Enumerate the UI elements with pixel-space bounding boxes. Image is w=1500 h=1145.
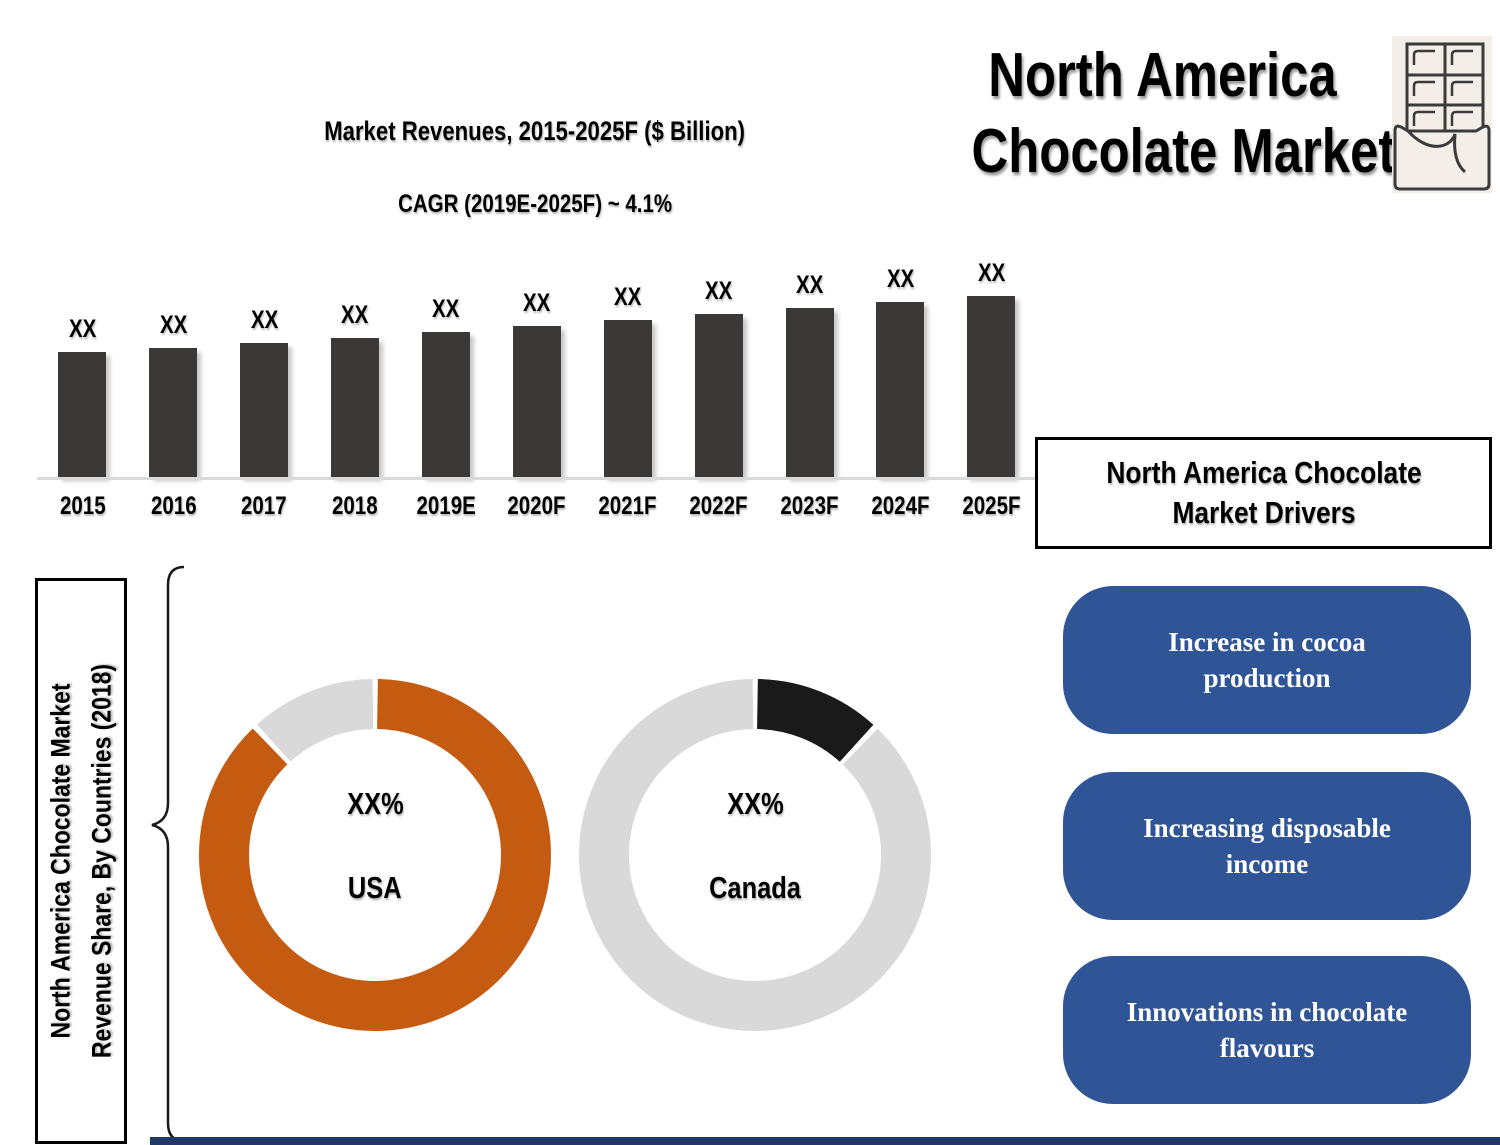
bar-year-label: 2020F bbox=[507, 492, 566, 520]
bar bbox=[603, 320, 652, 477]
bar bbox=[694, 314, 743, 477]
bar-year-label: 2022F bbox=[689, 492, 748, 520]
bar-year-label: 2016 bbox=[150, 492, 197, 520]
bar-column: XX bbox=[128, 311, 219, 477]
drivers-header-text: North America Chocolate Market Drivers bbox=[1105, 454, 1422, 530]
bar-year-label: 2023F bbox=[780, 492, 839, 520]
driver-box-label: Increase in cocoa production bbox=[1168, 626, 1366, 693]
bar bbox=[785, 308, 834, 477]
bar-chart-axis bbox=[37, 477, 1037, 480]
bar-year-label: 2024F bbox=[871, 492, 930, 520]
bar-year-label: 2019E bbox=[416, 492, 476, 520]
page-title-line2: Chocolate Market bbox=[971, 116, 1396, 186]
share-section-label: North America Chocolate Market Revenue S… bbox=[45, 663, 117, 1059]
bar-value-label: XX bbox=[614, 283, 642, 311]
bar-column: XX bbox=[219, 306, 310, 477]
bar-chart: XX XX XX XX XX XX XX XX XX XX XX bbox=[37, 257, 1037, 477]
driver-box-chocolate-flavours: Innovations in chocolate flavours bbox=[1063, 956, 1471, 1104]
donut-usa-value: XX% bbox=[346, 786, 404, 821]
bar-year-label: 2018 bbox=[332, 492, 378, 520]
donut-canada-country: Canada bbox=[709, 870, 801, 905]
bar bbox=[876, 302, 925, 477]
bar bbox=[422, 332, 470, 477]
bar bbox=[58, 352, 107, 477]
page-title-line1: North America bbox=[988, 41, 1337, 110]
driver-box-disposable-income: Increasing disposable income bbox=[1063, 772, 1471, 920]
bar-column: XX bbox=[491, 289, 582, 477]
share-section-label-box: North America Chocolate Market Revenue S… bbox=[35, 578, 127, 1144]
bar-year-label: 2017 bbox=[241, 492, 288, 520]
drivers-header-box: North America Chocolate Market Drivers bbox=[1035, 437, 1492, 549]
bar-value-label: XX bbox=[705, 277, 733, 305]
donut-chart-usa bbox=[199, 679, 551, 1031]
bottom-accent-strip bbox=[150, 1137, 1500, 1145]
bar bbox=[149, 348, 198, 477]
bar-value-label: XX bbox=[68, 315, 97, 343]
driver-box-label: Innovations in chocolate flavours bbox=[1126, 996, 1408, 1063]
bar-value-label: XX bbox=[250, 306, 278, 334]
bar-chart-year-labels: 2015 2016 2017 2018 2019E 2020F 2021F 2022F 2023… bbox=[37, 492, 1037, 521]
section-brace bbox=[151, 565, 185, 1143]
bar-column: XX bbox=[855, 265, 946, 477]
bar-value-label: XX bbox=[159, 311, 188, 339]
bar-column: XX bbox=[673, 277, 764, 477]
bar-column: XX bbox=[764, 271, 855, 477]
donut-usa-country: USA bbox=[348, 870, 402, 905]
bar-chart-cagr-subtitle: CAGR (2019E-2025F) ~ 4.1% bbox=[397, 190, 673, 218]
donut-chart-canada bbox=[579, 679, 931, 1031]
donut-segment-remainder bbox=[579, 679, 931, 1031]
bar-column: XX bbox=[946, 259, 1037, 477]
bar-column: XX bbox=[37, 315, 128, 477]
chocolate-bar-icon bbox=[1392, 36, 1492, 193]
page-title: North America Chocolate Market bbox=[925, 38, 1400, 189]
bar-value-label: XX bbox=[341, 301, 369, 329]
bar bbox=[331, 338, 380, 477]
bar-value-label: XX bbox=[977, 259, 1006, 287]
bar-year-label: 2015 bbox=[59, 492, 106, 520]
bar bbox=[512, 326, 561, 477]
bar-chart-title: Market Revenues, 2015-2025F ($ Billion) bbox=[324, 116, 746, 146]
bar-value-label: XX bbox=[886, 265, 915, 293]
donut-segment-usa bbox=[199, 679, 551, 1031]
bar-column: XX bbox=[582, 283, 673, 477]
bar-column: XX bbox=[401, 295, 492, 477]
donut-canada-value: XX% bbox=[726, 786, 784, 821]
bar-year-label: 2025F bbox=[962, 492, 1021, 520]
bar bbox=[240, 343, 289, 477]
driver-box-cocoa-production: Increase in cocoa production bbox=[1063, 586, 1471, 734]
bar-value-label: XX bbox=[523, 289, 551, 317]
driver-box-label: Increasing disposable income bbox=[1143, 812, 1391, 879]
bar-column: XX bbox=[310, 301, 401, 477]
bar-year-label: 2021F bbox=[598, 492, 657, 520]
bar-value-label: XX bbox=[795, 271, 824, 299]
bar bbox=[967, 296, 1016, 477]
bar-value-label: XX bbox=[432, 295, 460, 323]
